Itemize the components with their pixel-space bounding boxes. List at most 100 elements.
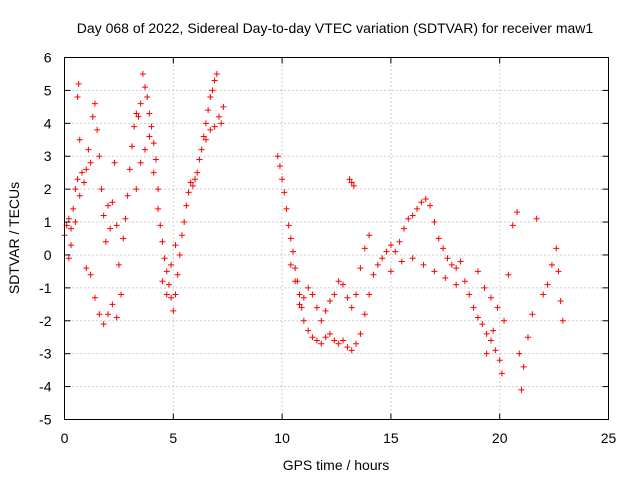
- series-segment-midday-band: [322, 176, 373, 354]
- data-point: [150, 169, 157, 176]
- data-point: [353, 291, 360, 298]
- data-point: [155, 186, 162, 193]
- data-point: [218, 120, 225, 127]
- data-point: [113, 222, 120, 229]
- data-point: [157, 222, 164, 229]
- data-point: [146, 110, 153, 117]
- data-point: [211, 123, 218, 130]
- data-point: [133, 110, 140, 117]
- data-point: [492, 347, 499, 354]
- data-point: [102, 238, 109, 245]
- data-point: [91, 100, 98, 107]
- data-point: [516, 350, 523, 357]
- data-point: [194, 169, 201, 176]
- data-point: [65, 215, 72, 222]
- data-point: [109, 199, 116, 206]
- data-point: [331, 337, 338, 344]
- y-axis-label: SDTVAR / TECUs: [6, 182, 22, 294]
- y-tick-label: 6: [44, 50, 52, 66]
- data-point: [200, 133, 207, 140]
- data-point: [74, 176, 81, 183]
- data-point: [72, 186, 79, 193]
- data-point: [150, 140, 157, 147]
- data-point: [518, 386, 525, 393]
- data-point: [448, 261, 455, 268]
- data-point: [70, 205, 77, 212]
- data-point: [366, 291, 373, 298]
- data-point: [118, 291, 125, 298]
- data-point: [287, 261, 294, 268]
- data-point: [174, 271, 181, 278]
- data-point: [361, 245, 368, 252]
- data-points: [61, 70, 566, 393]
- data-point: [285, 222, 292, 229]
- data-point: [296, 291, 303, 298]
- data-point: [466, 291, 473, 298]
- data-point: [83, 166, 90, 173]
- data-point: [553, 245, 560, 252]
- series-segment-evening-wave: [370, 196, 460, 288]
- data-point: [300, 294, 307, 301]
- x-tick-label: 15: [383, 430, 399, 446]
- data-point: [185, 189, 192, 196]
- data-point: [209, 87, 216, 94]
- data-point: [74, 93, 81, 100]
- axis-ticks: [64, 57, 609, 420]
- gridlines: [64, 57, 609, 420]
- data-point: [137, 100, 144, 107]
- data-point: [165, 281, 172, 288]
- series-segment-early-cluster-a: [61, 80, 88, 262]
- data-point: [148, 123, 155, 130]
- data-point: [202, 136, 209, 143]
- data-point: [142, 84, 149, 91]
- data-point: [555, 268, 562, 275]
- data-point: [126, 166, 133, 173]
- data-point: [207, 126, 214, 133]
- data-point: [289, 248, 296, 255]
- data-point: [422, 196, 429, 203]
- data-point: [142, 146, 149, 153]
- data-point: [514, 209, 521, 216]
- series-segment-second-rise: [181, 70, 227, 226]
- data-point: [292, 265, 299, 272]
- y-tick-label: -5: [39, 412, 52, 428]
- y-tick-label: -3: [39, 346, 52, 362]
- data-point: [357, 330, 364, 337]
- data-point: [172, 291, 179, 298]
- data-point: [133, 186, 140, 193]
- data-point: [283, 205, 290, 212]
- data-point: [348, 304, 355, 311]
- data-point: [163, 268, 170, 275]
- data-point: [105, 311, 112, 318]
- data-point: [181, 219, 188, 226]
- data-point: [161, 255, 168, 262]
- data-point: [498, 370, 505, 377]
- data-point: [131, 123, 138, 130]
- series-segment-afternoon-descent: [274, 153, 325, 347]
- y-tick-label: -1: [39, 280, 52, 296]
- data-point: [322, 307, 329, 314]
- data-point: [72, 219, 79, 226]
- data-point: [392, 248, 399, 255]
- data-point: [292, 278, 299, 285]
- data-point: [318, 340, 325, 347]
- data-point: [172, 242, 179, 249]
- data-point: [305, 284, 312, 291]
- y-tick-label: -4: [39, 379, 52, 395]
- x-tick-label: 10: [274, 430, 290, 446]
- data-point: [379, 255, 386, 262]
- data-point: [533, 215, 540, 222]
- data-point: [144, 93, 151, 100]
- data-point: [276, 163, 283, 170]
- data-point: [111, 159, 118, 166]
- data-point: [418, 199, 425, 206]
- y-tick-label: 2: [44, 181, 52, 197]
- data-point: [159, 278, 166, 285]
- data-point: [113, 314, 120, 321]
- data-point: [155, 205, 162, 212]
- data-point: [152, 156, 159, 163]
- data-point: [287, 235, 294, 242]
- data-point: [529, 311, 536, 318]
- y-tick-label: 3: [44, 148, 52, 164]
